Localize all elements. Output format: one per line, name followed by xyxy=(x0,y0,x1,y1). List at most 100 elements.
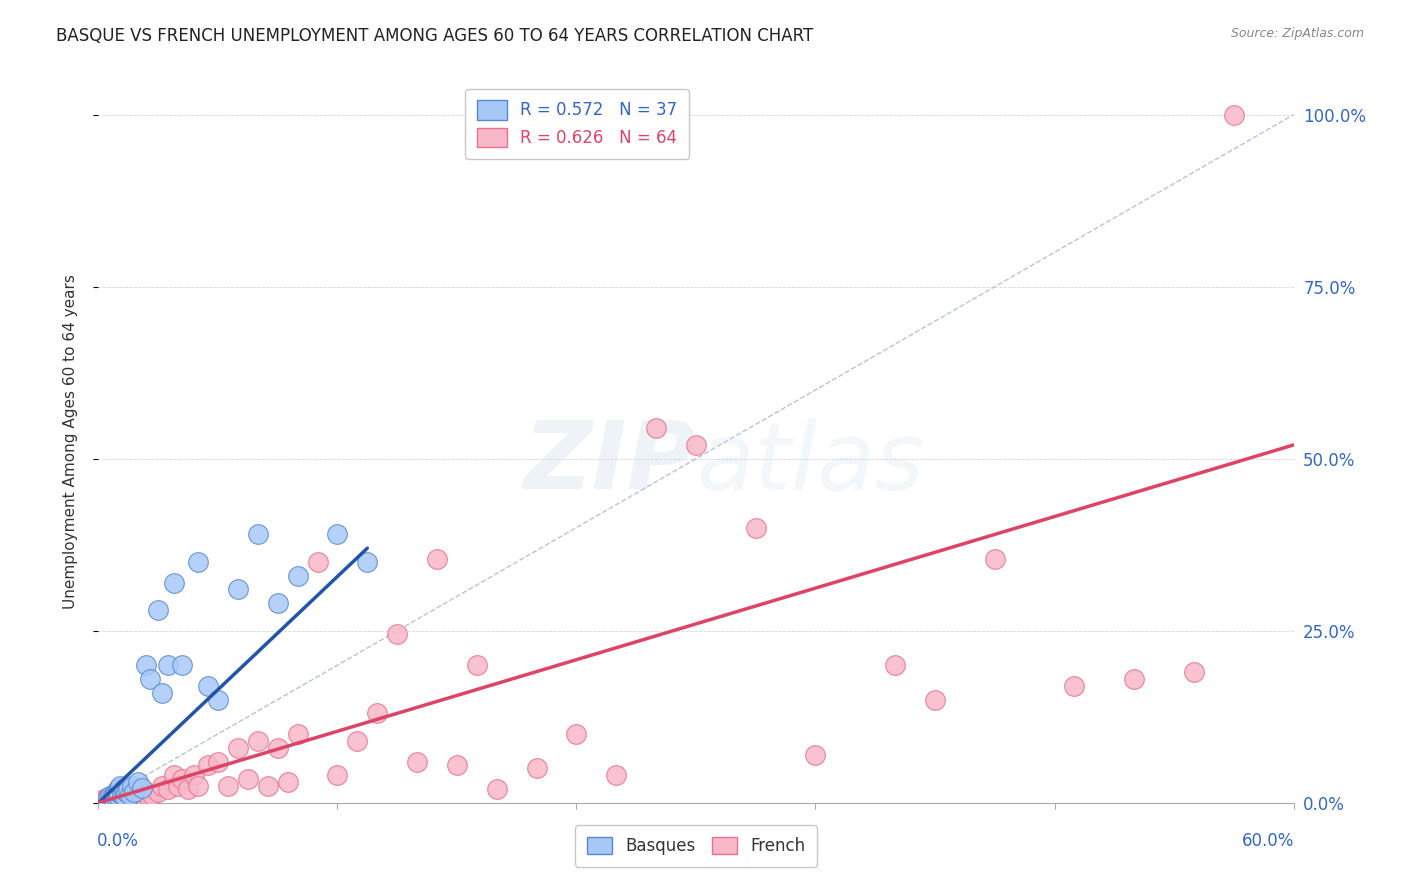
Point xyxy=(446,758,468,772)
Point xyxy=(93,792,115,806)
Point xyxy=(183,768,205,782)
Point xyxy=(120,789,142,803)
Point xyxy=(246,734,269,748)
Point xyxy=(356,555,378,569)
Y-axis label: Unemployment Among Ages 60 to 64 years: Unemployment Among Ages 60 to 64 years xyxy=(63,274,77,609)
Point xyxy=(267,740,290,755)
Point xyxy=(163,575,186,590)
Point xyxy=(105,785,128,799)
Point xyxy=(287,727,309,741)
Point xyxy=(287,568,309,582)
Point xyxy=(984,551,1007,566)
Point xyxy=(107,782,129,797)
Point xyxy=(804,747,827,762)
Point xyxy=(98,792,122,806)
Point xyxy=(105,790,128,805)
Point xyxy=(246,527,269,541)
Point xyxy=(197,758,219,772)
Point xyxy=(485,782,508,797)
Text: 60.0%: 60.0% xyxy=(1243,831,1295,850)
Point xyxy=(97,792,120,806)
Point xyxy=(226,582,249,597)
Point xyxy=(110,792,132,806)
Point xyxy=(121,779,143,793)
Point xyxy=(125,790,148,805)
Point xyxy=(924,692,946,706)
Point xyxy=(163,768,186,782)
Point xyxy=(326,768,349,782)
Point xyxy=(139,672,162,686)
Point xyxy=(112,791,135,805)
Point xyxy=(366,706,388,721)
Point xyxy=(326,527,349,541)
Point xyxy=(148,603,170,617)
Point xyxy=(236,772,259,786)
Point xyxy=(226,740,249,755)
Point xyxy=(112,782,135,797)
Point xyxy=(307,555,329,569)
Text: BASQUE VS FRENCH UNEMPLOYMENT AMONG AGES 60 TO 64 YEARS CORRELATION CHART: BASQUE VS FRENCH UNEMPLOYMENT AMONG AGES… xyxy=(56,27,814,45)
Point xyxy=(127,789,149,803)
Point xyxy=(187,779,209,793)
Point xyxy=(111,788,134,802)
Point xyxy=(1123,672,1146,686)
Point xyxy=(277,775,299,789)
Point xyxy=(605,768,627,782)
Point xyxy=(135,785,157,799)
Point xyxy=(101,790,124,805)
Point xyxy=(197,679,219,693)
Point xyxy=(346,734,368,748)
Point xyxy=(565,727,588,741)
Point xyxy=(107,791,129,805)
Point xyxy=(172,772,194,786)
Point xyxy=(120,788,142,802)
Point xyxy=(115,785,138,799)
Point xyxy=(465,658,488,673)
Point xyxy=(148,785,170,799)
Point xyxy=(103,790,125,805)
Point xyxy=(124,785,146,799)
Point xyxy=(1063,679,1085,693)
Point xyxy=(385,627,409,641)
Point xyxy=(157,782,180,797)
Text: ZIP: ZIP xyxy=(523,417,696,509)
Point xyxy=(107,789,129,803)
Point xyxy=(131,788,153,802)
Point xyxy=(207,692,229,706)
Point xyxy=(117,783,139,797)
Point xyxy=(96,792,118,806)
Point xyxy=(884,658,907,673)
Point xyxy=(187,555,209,569)
Point xyxy=(1182,665,1205,679)
Point xyxy=(172,658,194,673)
Point xyxy=(131,780,153,795)
Point xyxy=(1223,108,1246,122)
Point xyxy=(207,755,229,769)
Text: 0.0%: 0.0% xyxy=(97,831,139,850)
Point xyxy=(141,788,163,802)
Point xyxy=(110,779,132,793)
Point xyxy=(256,779,278,793)
Text: atlas: atlas xyxy=(696,417,924,508)
Point xyxy=(98,789,122,803)
Point xyxy=(127,775,149,789)
Point xyxy=(745,520,768,534)
Point xyxy=(267,596,290,610)
Point xyxy=(105,791,128,805)
Point xyxy=(111,790,134,805)
Point xyxy=(97,790,120,805)
Point xyxy=(167,779,190,793)
Point xyxy=(645,421,668,435)
Point xyxy=(103,792,125,806)
Point xyxy=(103,788,125,802)
Point xyxy=(177,782,200,797)
Point xyxy=(115,789,138,803)
Point xyxy=(526,761,548,775)
Point xyxy=(217,779,239,793)
Point xyxy=(135,658,157,673)
Text: Source: ZipAtlas.com: Source: ZipAtlas.com xyxy=(1230,27,1364,40)
Point xyxy=(685,438,707,452)
Point xyxy=(150,779,173,793)
Point xyxy=(117,790,139,805)
Legend: Basques, French: Basques, French xyxy=(575,825,817,867)
